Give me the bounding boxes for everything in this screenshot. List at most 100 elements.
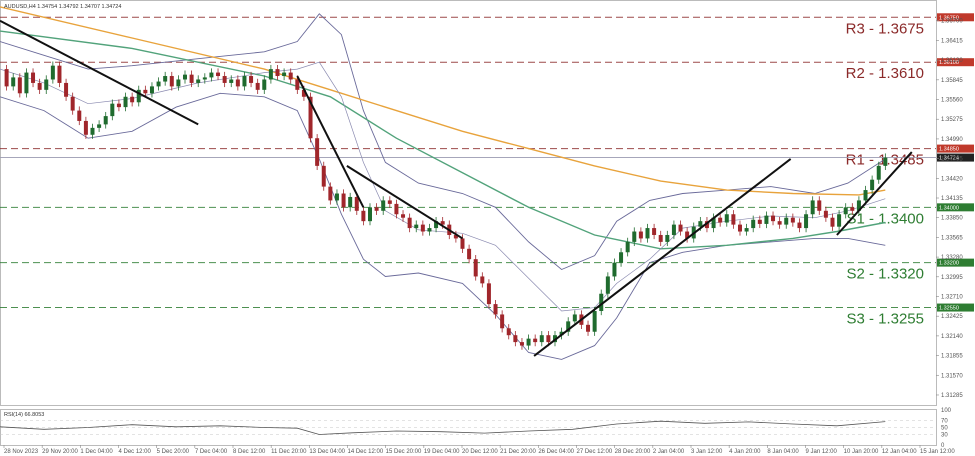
time-tick-label: 7 Dec 04:00 [195,449,228,455]
candle-body [698,221,703,227]
price-tick-label: 1.32425 [941,314,963,320]
time-tick-label: 28 Dec 20:00 [615,449,651,455]
candle-body [255,82,260,90]
candle-body [288,72,293,80]
price-tick-label: 1.32995 [941,275,963,281]
candle-body [685,231,690,239]
candle-body [334,193,339,201]
candle-body [486,283,491,305]
candle-body [863,190,868,201]
candle-body [176,79,181,87]
time-tick-label: 28 Nov 2023 [4,449,39,455]
candle-body [209,72,214,78]
candle-body [652,228,657,235]
time-tick-label: 15 Jan 12:00 [920,449,955,455]
candle-body [506,328,511,336]
candle-body [625,241,630,253]
candle-body [83,120,88,135]
candle-body [572,314,577,322]
trendline-1 [0,19,199,126]
candle-body [242,76,247,87]
level-tag-s2 [937,258,974,267]
candle-body [797,222,802,229]
candle-body [381,200,386,211]
time-tick-label: 4 Dec 12:00 [119,449,152,455]
candle-body [420,224,425,232]
time-tick-label: 9 Jan 12:00 [806,449,838,455]
price-tick-label: 1.33565 [941,235,963,241]
candle-body [751,219,756,229]
level-label-s2: S2 - 1.3320 [846,266,924,283]
level-tag-text-s1: 1.34000 [939,205,959,211]
candle-body [771,215,776,222]
candle-body [658,234,663,242]
candle-body [44,79,49,90]
candle-body [136,89,141,103]
candle-body [427,228,432,232]
rsi-tick-label: 100 [941,408,952,414]
candle-body [599,293,604,312]
candle-body [169,76,174,87]
candle-body [724,214,729,223]
time-tick-label: 26 Dec 04:00 [538,449,574,455]
candle-body [711,217,716,229]
level-tag-r1 [937,144,974,153]
candle-body [632,231,637,242]
level-tag-s3 [937,303,974,312]
last-price-tag-text: 1.34724 [939,156,959,162]
candle-body [123,96,128,108]
candle-body [777,221,782,225]
price-tick-label: 1.36415 [941,38,963,44]
candle-body [37,82,42,90]
candle-body [50,65,55,80]
candle-body [354,196,359,211]
candle-body [143,89,148,94]
candle-body [407,217,412,229]
time-tick-label: 3 Jan 12:00 [691,449,723,455]
trendline-layer [0,19,913,357]
candle-body [70,96,75,111]
price-tick-label: 1.33850 [941,216,963,222]
trendline-3 [346,165,464,240]
candle-body [308,96,313,139]
level-label-s3: S3 - 1.3255 [846,311,924,328]
candle-body [493,304,498,315]
candle-body [665,234,670,242]
candle-body [678,224,683,232]
time-tick-label: 29 Nov 20:00 [42,449,78,455]
level-tag-text-s2: 1.33200 [939,261,959,267]
price-tick-label: 1.36700 [941,19,963,25]
candle-body [130,96,135,103]
rsi-tick-label: 50 [941,426,948,432]
trendline-4 [533,158,792,357]
price-tick-label: 1.31570 [941,373,963,379]
time-axis: 28 Nov 2023 29 Nov 20:00 1 Dec 04:00 4 Dec … [3,445,955,455]
price-tick-label: 1.36130 [941,58,963,64]
candle-body [850,207,855,211]
candle-body [764,215,769,224]
level-tag-text-r2: 1.36100 [939,60,959,66]
price-tick-label: 1.34135 [941,196,963,202]
level-tag-text-r1: 1.34850 [939,147,959,153]
time-tick-label: 8 Jan 04:00 [767,449,799,455]
candle-body [837,214,842,227]
candle-body [870,179,875,191]
price-tick-label: 1.32140 [941,334,963,340]
candle-body [757,219,762,224]
candle-body [453,234,458,239]
price-tick-label: 1.35845 [941,78,963,84]
candle-body [196,79,201,83]
level-tag-s1 [937,203,974,212]
price-tick-label: 1.33280 [941,255,963,261]
time-tick-label: 15 Dec 20:00 [386,449,422,455]
chart-title: AUDUSD,H4 1.34754 1.34792 1.34707 1.3472… [4,4,121,10]
candle-body [4,69,9,87]
candle-body [731,214,736,225]
last-price-tag [937,153,974,162]
price-tick-label: 1.35560 [941,98,963,104]
candle-body [586,324,591,332]
candle-body [473,259,478,277]
candle-body [235,79,240,87]
level-tag-r2 [937,58,974,67]
